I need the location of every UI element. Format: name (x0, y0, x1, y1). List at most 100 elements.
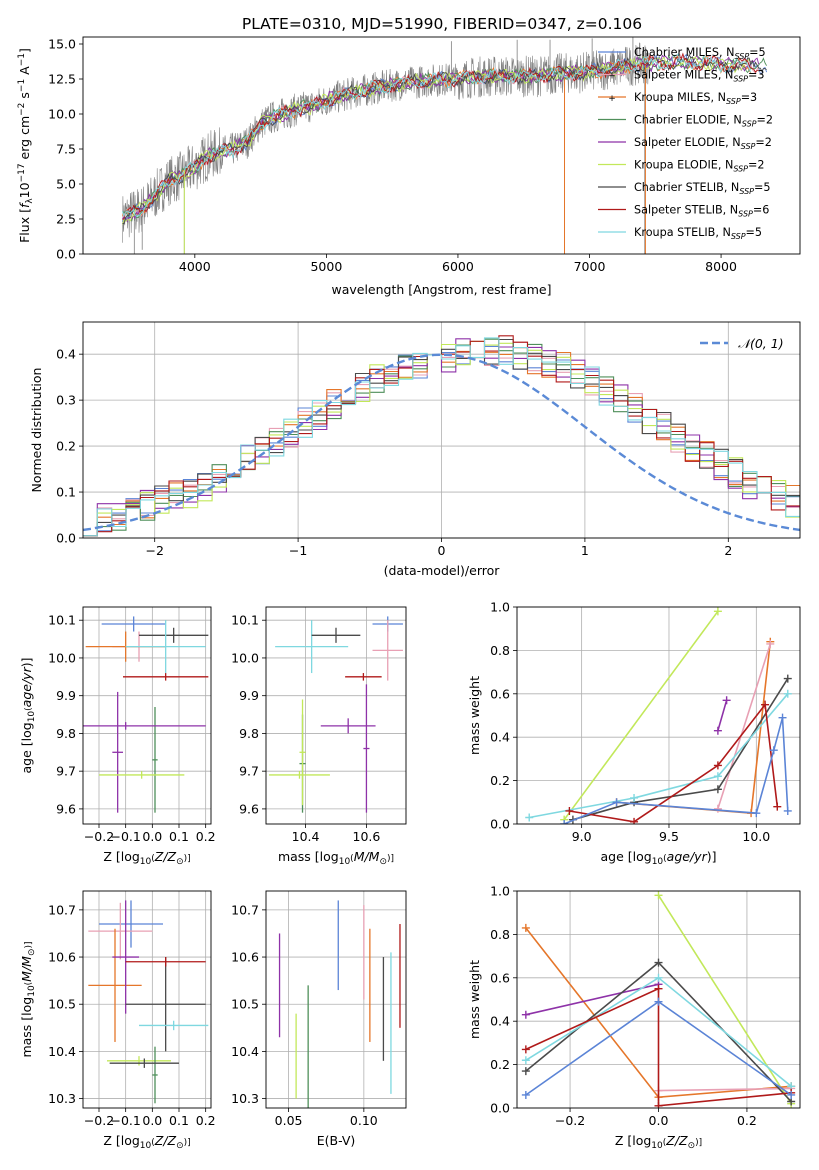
weight-line (525, 987, 792, 1107)
legend-label: Chabrier STELIB, NSSP=5 (634, 181, 771, 196)
weight-marker (783, 689, 792, 698)
y-tick-label: 10.5 (48, 997, 76, 1012)
legend-label: Kroupa MILES, NSSP=3 (634, 91, 757, 106)
y-tick-label: 0.8 (490, 643, 510, 658)
x-tick-label: 0.0 (142, 1113, 162, 1128)
weight-marker (654, 958, 663, 967)
y-tick-label: 9.7 (239, 764, 259, 779)
weight-marker (630, 793, 639, 802)
y-tick-label: 0.2 (490, 773, 510, 788)
weight-marker (521, 923, 530, 932)
errorbar (125, 957, 206, 967)
weight-marker (722, 696, 731, 705)
y-tick-label: 15.0 (48, 37, 76, 52)
y-tick-label: 10.6 (48, 950, 76, 965)
x-tick-label: 8000 (705, 259, 737, 274)
residuals-ylabel: Normed distribution (29, 368, 44, 493)
massweight_vs_age-marks (525, 607, 792, 824)
weight-marker (713, 607, 722, 616)
weight-marker (521, 1056, 530, 1065)
y-tick-label: 10.7 (48, 902, 76, 917)
y-tick-label: 0.0 (490, 817, 510, 832)
errorbar (311, 627, 361, 643)
y-tick-label: 0.2 (56, 439, 76, 454)
y-tick-label: 10.3 (231, 1091, 259, 1106)
weight-marker (521, 1010, 530, 1019)
weight-marker (521, 1067, 530, 1076)
weight-marker (654, 1101, 663, 1108)
y-tick-label: 0.0 (490, 1101, 510, 1116)
age_vs_mass-frame (265, 606, 407, 825)
weight-marker (630, 817, 639, 824)
age_vs_mass-marks (269, 616, 403, 813)
weight-marker (783, 674, 792, 683)
x-tick-label: −0.1 (110, 1113, 140, 1128)
weight-line (563, 610, 719, 821)
x-tick-label: 0.10 (350, 1113, 378, 1128)
x-tick-label: −2 (145, 543, 163, 558)
errorbar (107, 1056, 171, 1066)
age_vs_Z-marks (83, 616, 209, 813)
y-tick-label: 9.9 (239, 688, 259, 703)
weight-marker (525, 813, 534, 822)
y-tick-label: 1.0 (490, 600, 510, 615)
spectrum-xlabel: wavelength [Angstrom, rest frame] (331, 282, 551, 297)
y-tick-label: 0.4 (56, 347, 76, 362)
x-tick-label: −0.2 (555, 1113, 585, 1128)
normal-curve (83, 353, 800, 532)
x-tick-label: 0 (438, 543, 446, 558)
y-tick-label: 10.6 (231, 950, 259, 965)
x-tick-label: 9.5 (659, 829, 679, 844)
errorbar (275, 620, 349, 674)
model-spectrum-8 (122, 53, 752, 218)
errorbar (101, 616, 166, 632)
y-tick-label: 0.6 (490, 686, 510, 701)
residual-histogram (83, 337, 800, 537)
massweight-vs-Z-ylabel: mass weight (467, 960, 482, 1039)
y-tick-label: 1.0 (490, 884, 510, 899)
weight-marker (654, 973, 663, 982)
errorbar (109, 1058, 179, 1068)
errorbar (269, 771, 330, 779)
weight-marker (713, 772, 722, 781)
legend-label: Kroupa STELIB, NSSP=5 (634, 226, 762, 241)
massweight_vs_age-frame (516, 606, 801, 825)
errorbar (112, 691, 123, 813)
y-tick-label: 0.6 (490, 970, 510, 985)
errorbar (99, 900, 163, 948)
age-vs-Z-xlabel: Z [log10(Z/Z⊙)] (103, 849, 190, 867)
y-tick-label: 5.0 (56, 177, 76, 192)
weight-marker (713, 726, 722, 735)
legend-marker: + (608, 94, 616, 104)
y-tick-label: 10.0 (231, 650, 259, 665)
weight-marker (787, 1090, 796, 1099)
spectrum-legend: Chabrier MILES, NSSP=5 + Salpeter MILES, N… (598, 46, 773, 241)
weight-marker (713, 761, 722, 770)
weight-line (572, 678, 789, 821)
errorbar (299, 699, 306, 806)
weight-line (563, 717, 789, 824)
x-tick-label: 0.2 (196, 1113, 216, 1128)
errorbar (99, 771, 185, 779)
residual-legend: 𝒩(0, 1) (700, 336, 784, 351)
errorbar (125, 620, 206, 674)
residual-histogram (83, 338, 800, 537)
x-tick-label: 9.0 (572, 829, 592, 844)
y-tick-label: 10.5 (231, 997, 259, 1012)
weight-line (529, 693, 789, 819)
weight-marker (713, 785, 722, 794)
y-tick-label: 10.0 (48, 650, 76, 665)
errorbar (88, 928, 142, 1042)
weight-marker (769, 746, 778, 755)
errorbar (152, 707, 158, 813)
legend-label: Kroupa ELODIE, NSSP=2 (634, 159, 765, 174)
figure-title: PLATE=0310, MJD=51990, FIBERID=0347, z=0… (242, 15, 642, 33)
errorbar (372, 620, 403, 681)
residuals-xlabel: (data-model)/error (384, 563, 501, 578)
legend-marker: + (608, 72, 616, 82)
mass_vs_Z-frame (82, 890, 212, 1109)
weight-marker (521, 1090, 530, 1099)
y-tick-label: 9.8 (56, 726, 76, 741)
residual-histogram (83, 340, 800, 537)
weight-marker (713, 804, 722, 813)
